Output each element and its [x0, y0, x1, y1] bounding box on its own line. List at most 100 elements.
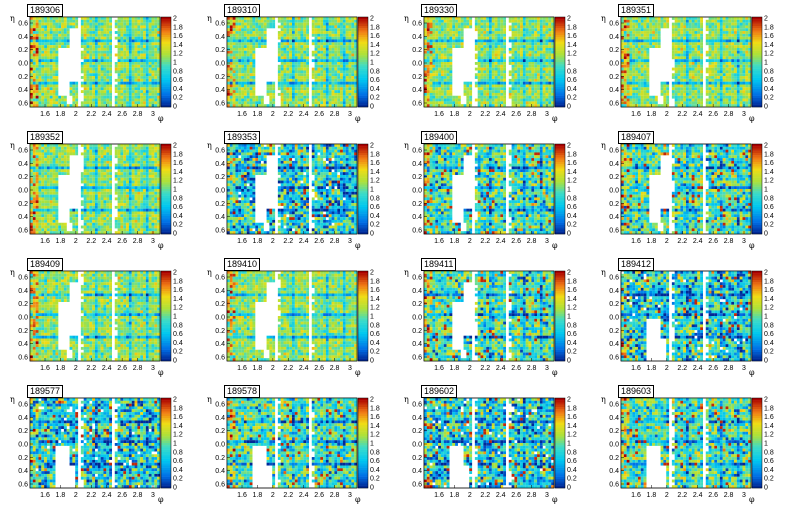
heatmap-cell	[525, 19, 529, 23]
heatmap-cell	[97, 19, 101, 23]
heatmap-cell	[72, 95, 76, 99]
heatmap-cell	[252, 28, 256, 32]
heatmap-cell	[317, 59, 321, 63]
heatmap-cell	[320, 84, 324, 88]
heatmap-cell	[109, 47, 113, 51]
heatmap-cell	[446, 62, 450, 65]
heatmap-cell	[629, 53, 633, 57]
heatmap-cell	[520, 19, 523, 23]
heatmap-cell	[229, 22, 233, 26]
heatmap-cell	[38, 76, 42, 79]
heatmap-cell	[35, 45, 39, 48]
heatmap-cell	[652, 19, 655, 23]
heatmap-cell	[246, 90, 250, 93]
colorbar-segment	[555, 32, 565, 36]
heatmap-cell	[457, 33, 461, 37]
colorbar-segment	[161, 55, 171, 58]
heatmap-cell	[106, 81, 110, 85]
heatmap-cell	[100, 78, 104, 82]
heatmap-cell	[489, 39, 492, 43]
heatmap-cell	[314, 70, 318, 74]
heatmap-cell	[92, 87, 96, 91]
heatmap-cell	[35, 98, 39, 102]
heatmap-cell	[489, 53, 492, 57]
heatmap-cell	[311, 95, 315, 99]
colorbar-segment	[161, 75, 171, 78]
heatmap-cell	[117, 45, 121, 48]
heatmap-cell	[151, 31, 155, 34]
heatmap-cell	[351, 42, 355, 46]
heatmap-cell	[55, 64, 59, 68]
heatmap-cell	[303, 92, 307, 96]
heatmap-cell	[548, 36, 552, 40]
heatmap-cell	[351, 104, 355, 108]
heatmap-cell	[66, 42, 70, 46]
heatmap-cell	[522, 78, 526, 82]
heatmap-cell	[500, 67, 504, 71]
heatmap-cell	[97, 53, 101, 57]
heatmap-cell	[243, 92, 247, 96]
heatmap-cell	[148, 17, 152, 20]
heatmap-cell	[32, 104, 36, 108]
heatmap-cell	[41, 17, 45, 20]
heatmap-cell	[528, 92, 532, 96]
heatmap-cell	[246, 98, 250, 102]
heatmap-cell	[303, 76, 307, 79]
heatmap-cell	[497, 56, 501, 60]
heatmap-cell	[351, 78, 355, 82]
heatmap-cell	[474, 45, 478, 48]
heatmap-cell	[30, 45, 33, 48]
heatmap-cell	[289, 56, 293, 60]
heatmap-cell	[680, 95, 684, 99]
heatmap-cell	[351, 33, 355, 37]
heatmap-cell	[269, 90, 273, 93]
heatmap-cell	[691, 19, 695, 23]
heatmap-cell	[331, 81, 335, 85]
heatmap-cell	[154, 67, 158, 71]
heatmap-cell	[38, 92, 42, 96]
heatmap-cell	[328, 76, 332, 79]
heatmap-cell	[449, 47, 453, 51]
heatmap-cell	[252, 64, 256, 68]
heatmap-cell	[435, 47, 439, 51]
colorbar-segment	[358, 91, 368, 94]
heatmap-cell	[455, 39, 458, 43]
heatmap-cell	[123, 17, 127, 20]
heatmap-cell	[722, 50, 726, 54]
heatmap-cell	[249, 70, 253, 74]
heatmap-cell	[542, 104, 546, 108]
heatmap-cell	[491, 90, 495, 93]
heatmap-cell	[443, 25, 447, 29]
heatmap-cell	[440, 42, 444, 46]
heatmap-cell	[272, 81, 276, 85]
heatmap-cell	[109, 28, 113, 32]
heatmap-cell	[120, 56, 124, 60]
heatmap-cell	[528, 56, 532, 60]
heatmap-cell	[545, 33, 549, 37]
heatmap-cell	[657, 42, 661, 46]
heatmap-cell	[717, 62, 720, 65]
heatmap-cell	[522, 56, 526, 60]
heatmap-cell	[128, 39, 132, 43]
heatmap-cell	[345, 101, 349, 105]
heatmap-cell	[238, 84, 242, 88]
heatmap-cell	[522, 76, 526, 79]
heatmap-cell	[325, 98, 329, 102]
heatmap-cell	[348, 22, 352, 26]
heatmap-cell	[297, 31, 301, 34]
heatmap-cell	[32, 22, 36, 26]
heatmap-cell	[455, 42, 458, 46]
heatmap-cell	[542, 47, 546, 51]
heatmap-cell	[30, 84, 33, 88]
heatmap-cell	[717, 50, 720, 54]
heatmap-cell	[294, 22, 298, 26]
heatmap-cell	[232, 33, 236, 37]
heatmap-cell	[137, 84, 141, 88]
heatmap-cell	[477, 76, 481, 79]
heatmap-cell	[148, 28, 152, 32]
heatmap-cell	[688, 90, 692, 93]
heatmap-cell	[80, 56, 84, 60]
heatmap-cell	[86, 92, 90, 96]
heatmap-cell	[514, 28, 518, 32]
heatmap-cell	[345, 104, 349, 108]
